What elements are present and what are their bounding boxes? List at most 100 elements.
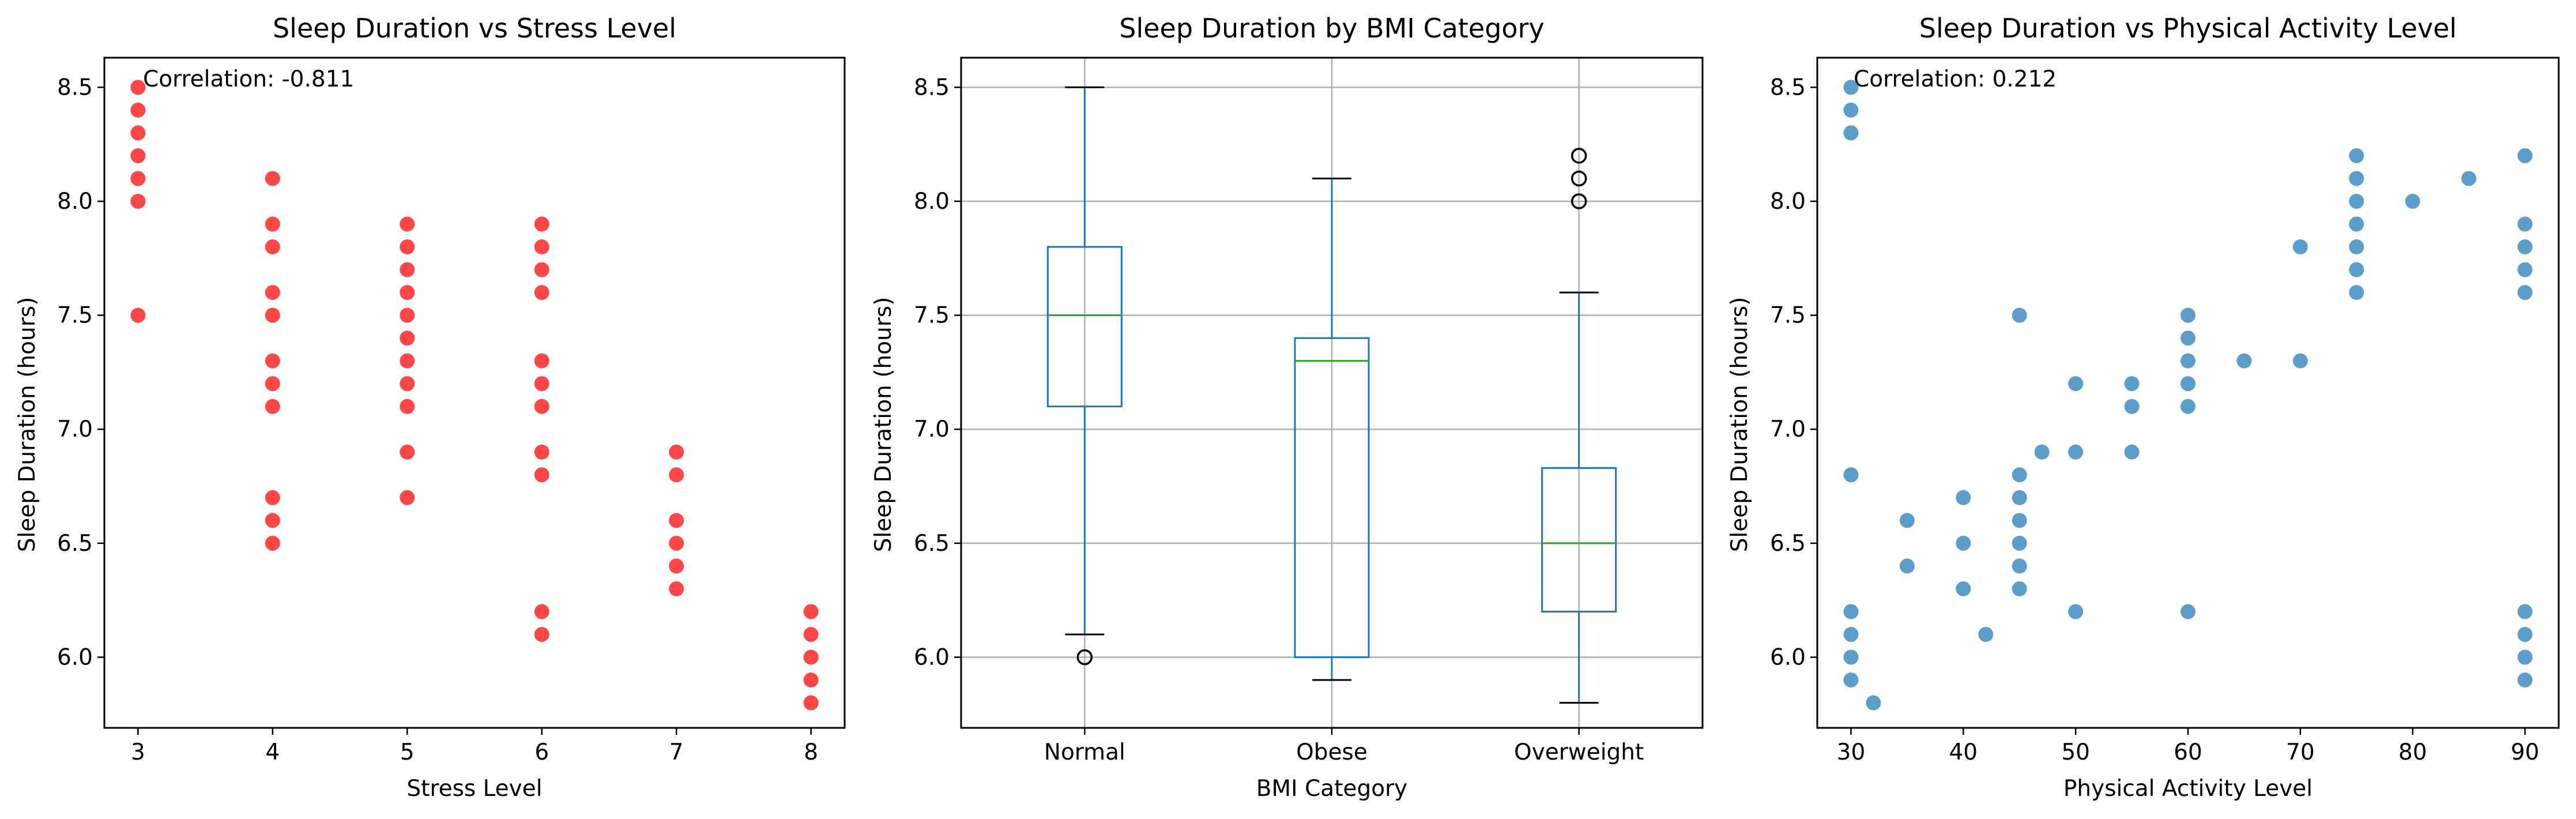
data-point [2517, 148, 2533, 163]
y-tick-label: 8.0 [914, 189, 950, 215]
data-point [534, 353, 549, 369]
y-tick-label: 6.5 [1770, 531, 1806, 557]
data-point [1978, 626, 1994, 642]
x-tick-label: Normal [1044, 739, 1125, 765]
y-axis-label: Sleep Duration (hours) [14, 297, 40, 553]
data-point [2405, 194, 2420, 209]
data-point [130, 171, 146, 186]
data-point [400, 490, 415, 505]
x-tick-label: 60 [2174, 739, 2202, 765]
y-tick-label: 6.0 [914, 644, 950, 670]
data-point [2012, 535, 2027, 551]
data-point [2124, 376, 2140, 392]
data-point [669, 444, 684, 460]
data-point [400, 307, 415, 323]
outlier-point [1076, 649, 1093, 666]
box-body [1541, 467, 1617, 613]
data-point [2517, 626, 2533, 642]
x-tick-label: Obese [1296, 739, 1368, 765]
data-point [534, 262, 549, 277]
data-point [1843, 467, 1859, 483]
data-point [265, 399, 280, 414]
bmi-boxplot-panel: Sleep Duration by BMI Category BMI Categ… [871, 13, 1704, 802]
data-point [2349, 148, 2364, 163]
data-point [2349, 262, 2364, 277]
data-point [265, 490, 280, 505]
y-axis-label: Sleep Duration (hours) [871, 297, 897, 553]
data-point [1956, 490, 1971, 505]
data-point [803, 695, 819, 711]
data-point [1843, 102, 1859, 118]
x-axis-label: Stress Level [406, 776, 542, 802]
data-point [265, 239, 280, 255]
data-point [2292, 353, 2308, 369]
data-point [669, 535, 684, 551]
data-point [400, 262, 415, 277]
plot-frame [1816, 57, 2560, 729]
y-tick-label: 7.5 [914, 303, 950, 329]
data-point [2180, 399, 2195, 414]
x-tick-label: 90 [2511, 739, 2540, 765]
data-point [400, 216, 415, 232]
data-point [803, 673, 819, 687]
data-point [265, 285, 280, 300]
y-tick-label: 6.0 [1770, 644, 1806, 670]
data-point [2068, 604, 2084, 619]
x-tick-label: 6 [534, 739, 549, 765]
data-point [2292, 239, 2308, 255]
data-point [2349, 194, 2364, 209]
data-point [265, 307, 280, 323]
data-point [534, 239, 549, 255]
data-point [2012, 467, 2027, 483]
y-tick-label: 8.0 [1770, 189, 1806, 215]
chart-title: Sleep Duration vs Stress Level [273, 13, 676, 44]
data-point [400, 444, 415, 460]
data-point [2012, 558, 2027, 574]
data-point [2236, 353, 2252, 369]
data-point [1843, 125, 1859, 141]
y-tick-label: 7.0 [914, 416, 950, 442]
data-point [400, 285, 415, 300]
x-tick-label: 50 [2061, 739, 2090, 765]
outlier-point [1571, 170, 1587, 187]
box-body [1046, 246, 1123, 408]
data-point [803, 649, 819, 665]
data-point [2349, 171, 2364, 186]
data-point [2517, 649, 2533, 665]
x-tick-label: 40 [1949, 739, 1978, 765]
data-point [2349, 216, 2364, 232]
box-body [1294, 337, 1370, 658]
data-point [534, 467, 549, 483]
y-tick-label: 6.5 [914, 531, 950, 557]
data-point [2012, 581, 2027, 596]
data-point [2124, 399, 2140, 414]
y-tick-label: 7.0 [1770, 416, 1806, 442]
x-axis-label: Physical Activity Level [2063, 776, 2313, 802]
data-point [2012, 307, 2027, 323]
data-point [400, 376, 415, 392]
data-point [1843, 604, 1859, 619]
data-point [669, 581, 684, 596]
correlation-annotation: Correlation: -0.811 [143, 66, 354, 92]
data-point [265, 353, 280, 369]
chart-title: Sleep Duration vs Physical Activity Leve… [1919, 13, 2457, 44]
data-point [534, 285, 549, 300]
data-point [2180, 307, 2195, 323]
data-point [2180, 376, 2195, 392]
y-axis-label: Sleep Duration (hours) [1727, 297, 1753, 553]
data-point [400, 330, 415, 346]
data-point [2349, 239, 2364, 255]
x-tick-label: 30 [1837, 739, 1866, 765]
data-point [1956, 581, 1971, 596]
y-tick-label: 6.0 [57, 644, 93, 670]
x-tick-label: 7 [669, 739, 684, 765]
x-tick-label: 8 [804, 739, 818, 765]
data-point [803, 626, 819, 642]
data-point [534, 376, 549, 392]
data-point [1843, 80, 1859, 95]
data-point [130, 102, 146, 118]
data-point [669, 467, 684, 483]
data-point [534, 444, 549, 460]
x-axis-label: BMI Category [1256, 776, 1407, 802]
